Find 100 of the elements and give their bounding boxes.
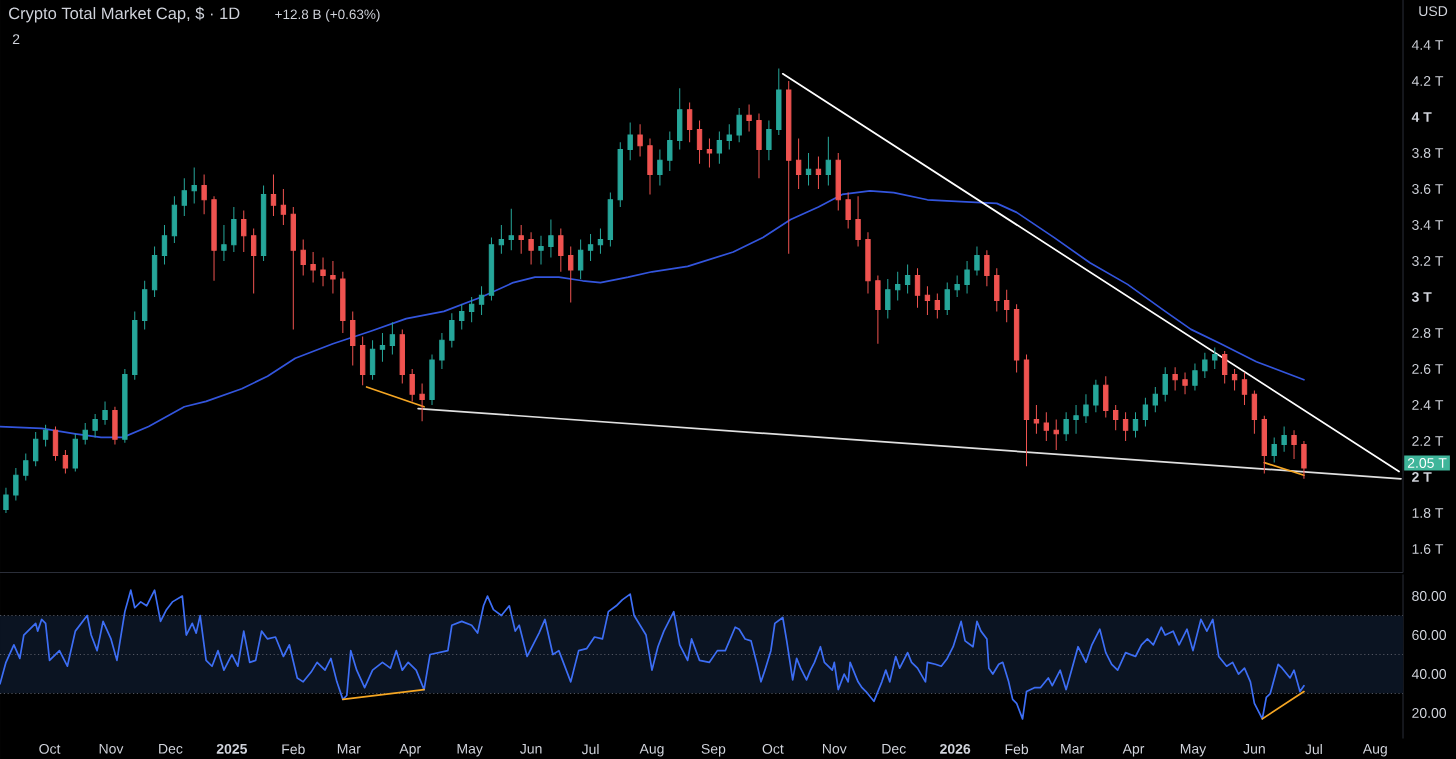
candlestick <box>1073 404 1079 435</box>
x-tick-label: Dec <box>159 743 183 754</box>
candlestick <box>677 87 683 150</box>
candlestick <box>944 282 950 316</box>
candlestick <box>389 321 396 356</box>
candlestick <box>815 156 822 190</box>
candlestick <box>1063 411 1069 442</box>
y-tick-label: 3.4 T <box>1412 220 1444 230</box>
candlestick <box>667 130 673 172</box>
candlestick <box>835 152 841 212</box>
y-tick-label: 1.6 T <box>1412 544 1444 554</box>
candlestick <box>647 138 653 195</box>
x-tick-label: Mar <box>337 743 361 754</box>
candlestick <box>290 206 296 330</box>
candlestick <box>756 112 762 179</box>
candlestick <box>994 267 1000 312</box>
candlestick <box>855 195 861 248</box>
chart-title: Crypto Total Market Cap, $ · 1D <box>9 6 240 23</box>
candlestick <box>706 138 713 168</box>
candlestick <box>696 120 703 165</box>
candlestick <box>62 449 69 474</box>
candlestick <box>1113 404 1119 431</box>
candlestick <box>627 121 633 161</box>
candlestick <box>340 271 346 334</box>
candlestick <box>1083 393 1089 424</box>
candlestick <box>904 264 911 294</box>
y-tick-label: 2.2 T <box>1412 436 1444 446</box>
y-tick-label: 40.00 <box>1411 669 1447 679</box>
candlestick <box>924 285 931 316</box>
candlestick <box>746 103 752 132</box>
candlestick <box>1301 440 1307 480</box>
candlestick <box>1261 415 1267 474</box>
candlestick <box>1192 363 1198 392</box>
candlestick <box>984 249 990 287</box>
candlestick <box>72 433 78 473</box>
y-tick-label: 3.2 T <box>1412 256 1444 266</box>
candlestick <box>221 224 227 262</box>
x-tick-label: Jul <box>1305 743 1322 755</box>
candlestick <box>211 195 217 282</box>
x-tick-label: 2025 <box>216 743 248 754</box>
y-tick-label: 3 T <box>1411 292 1432 302</box>
y-tick-label: 2.6 T <box>1412 364 1444 374</box>
candlestick <box>1033 404 1040 435</box>
candlestick <box>161 224 168 266</box>
candlestick <box>132 310 138 381</box>
candlestick <box>577 238 584 280</box>
candlestick <box>1142 397 1149 428</box>
candlestick <box>191 166 197 204</box>
candlestick <box>726 123 732 150</box>
candlestick <box>1291 429 1297 460</box>
candlestick <box>439 332 445 370</box>
candlestick <box>686 102 693 143</box>
x-tick-label: Jul <box>581 743 599 755</box>
candlestick <box>1093 379 1099 413</box>
candlestick <box>885 278 891 320</box>
candlestick <box>1271 436 1277 464</box>
candlestick <box>657 148 663 186</box>
x-tick-label: Feb <box>282 743 305 755</box>
x-tick-label: May <box>1180 743 1207 757</box>
candlestick <box>1043 411 1050 442</box>
candlestick <box>954 274 960 298</box>
candlestick <box>1281 426 1287 453</box>
candlestick <box>379 332 386 363</box>
candlestick <box>231 206 237 253</box>
candlestick <box>270 174 277 217</box>
candlestick <box>3 487 9 514</box>
candlestick <box>1251 390 1258 435</box>
candlestick <box>141 280 148 330</box>
candlestick <box>1132 411 1139 438</box>
y-tick-label: 3.6 T <box>1412 184 1444 194</box>
candlestick <box>122 368 128 444</box>
candlestick <box>300 238 306 276</box>
candlestick <box>766 120 772 161</box>
candlestick <box>825 136 832 186</box>
y-tick-label: 4.2 T <box>1411 76 1444 86</box>
x-tick-label: Nov <box>99 743 124 754</box>
candlestick <box>548 219 554 258</box>
candlestick <box>449 312 455 348</box>
candlestick <box>1202 352 1208 379</box>
x-tick-label: Nov <box>822 743 847 754</box>
candlestick <box>1221 350 1228 384</box>
candlestick <box>776 67 782 136</box>
candlestick <box>914 267 921 309</box>
candlestick <box>1241 372 1248 406</box>
candlestick <box>1023 354 1030 467</box>
candlestick <box>102 400 108 426</box>
candlestick <box>964 260 970 294</box>
candlestick <box>1172 366 1178 392</box>
candlestick <box>974 246 980 276</box>
annotation: 2 <box>12 34 20 44</box>
y-tick-label: 20.00 <box>1412 708 1447 718</box>
candlestick <box>23 453 29 482</box>
candlestick <box>82 422 88 446</box>
candlestick <box>538 235 544 266</box>
x-tick-label: Jun <box>1243 743 1265 754</box>
candlestick <box>112 406 118 446</box>
candlestick <box>1231 368 1238 392</box>
y-tick-label: 3.8 T <box>1412 148 1444 158</box>
y-tick-label: 4.4 T <box>1411 40 1444 50</box>
x-tick-label: Oct <box>39 743 61 754</box>
